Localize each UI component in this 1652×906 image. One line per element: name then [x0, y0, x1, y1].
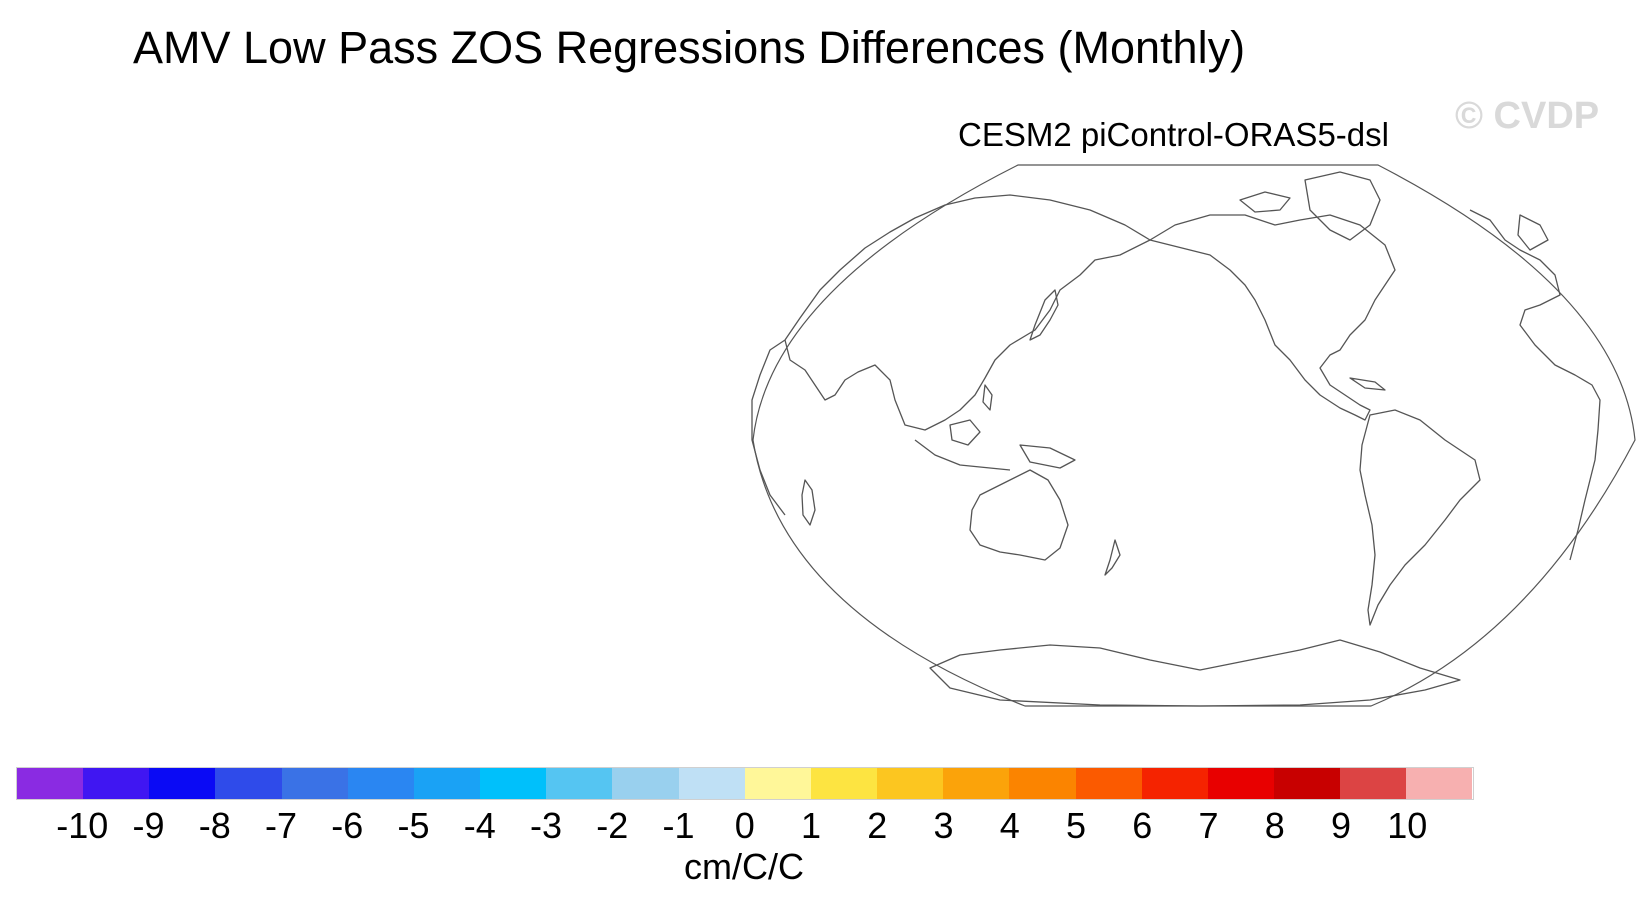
colorbar-box: [281, 768, 348, 799]
coast-eurasia-north: [784, 194, 1151, 341]
colorbar-box: [480, 768, 547, 799]
colorbar-tick-label: -2: [596, 805, 629, 846]
coast-australia: [969, 469, 1069, 561]
coast-scandinavia: [1517, 214, 1549, 251]
colorbar-tick-label: -6: [331, 805, 364, 846]
colorbar-units-label: cm/C/C: [684, 846, 804, 887]
coast-greenland: [1304, 171, 1381, 241]
colorbar-box: [1207, 768, 1274, 799]
colorbar-box: [810, 768, 878, 799]
colorbar-tick-label: 6: [1132, 805, 1153, 846]
coast-sumatra-java: [914, 439, 1011, 471]
coast-philippines: [982, 384, 993, 411]
cvdp-watermark: © CVDP: [1455, 95, 1600, 137]
coast-cuba: [1349, 377, 1386, 391]
colorbar-box: [1075, 768, 1142, 799]
colorbar-tick-label: 7: [1198, 805, 1219, 846]
coast-europe-africa-west: [1469, 209, 1601, 561]
coast-north-america: [1149, 214, 1396, 421]
colorbar-tick-label: -10: [56, 805, 109, 846]
colorbar-tick-label: -7: [264, 805, 298, 846]
colorbar-tick-label: -4: [463, 805, 496, 846]
coast-borneo: [949, 419, 981, 446]
colorbar-tick-label: 9: [1330, 805, 1352, 846]
panel-subtitle: CESM2 piControl-ORAS5-dsl: [958, 116, 1389, 153]
colorbar-box: [744, 768, 811, 799]
colorbar-tick-label: -8: [198, 805, 231, 846]
colorbar-box: [17, 768, 84, 799]
colorbar-box: [1340, 768, 1407, 799]
colorbar-tick-label: 8: [1264, 805, 1285, 846]
coastlines: [751, 171, 1601, 707]
coast-south-america: [1359, 409, 1481, 626]
coast-new-zealand: [1104, 539, 1121, 576]
colorbar-tick-label: 1: [800, 805, 822, 846]
colorbar-box: [1009, 768, 1076, 799]
coast-japan: [1029, 289, 1059, 341]
colorbar-tick-label: 5: [1065, 805, 1087, 846]
colorbar-tick-label: 4: [999, 805, 1020, 846]
colorbar-tick-label: -3: [529, 805, 563, 846]
colorbar-tick-label: 10: [1387, 805, 1428, 846]
colorbar-box: [678, 768, 745, 799]
colorbar-tick-label: -5: [397, 805, 430, 846]
colorbar-box: [215, 768, 282, 799]
colorbar-tick-label: 2: [867, 805, 888, 846]
map-outline: [752, 164, 1636, 707]
colorbar-box: [877, 768, 944, 799]
colorbar-tick-label: -1: [662, 805, 695, 846]
colorbar: [16, 767, 1474, 800]
colorbar-box: [347, 768, 414, 799]
colorbar-box: [546, 768, 613, 799]
coast-madagascar: [801, 479, 816, 526]
colorbar-tick-label: 0: [734, 805, 755, 846]
coast-asia-east: [784, 239, 1151, 431]
coast-arctic-islands: [1239, 191, 1291, 213]
colorbar-box: [1406, 768, 1473, 799]
coast-new-guinea: [1019, 444, 1076, 469]
colorbar-box: [1141, 768, 1208, 799]
colorbar-tick-label: -9: [132, 805, 165, 846]
colorbar-box: [943, 768, 1010, 799]
colorbar-box: [83, 768, 150, 799]
colorbar-box: [413, 768, 481, 799]
coast-antarctica: [929, 639, 1461, 707]
colorbar-tick-label: 3: [933, 805, 954, 846]
colorbar-box: [1273, 768, 1341, 799]
plot-title: AMV Low Pass ZOS Regressions Differences…: [133, 22, 1246, 73]
colorbar-box: [612, 768, 679, 799]
coast-africa-east: [751, 339, 786, 516]
colorbar-box: [149, 768, 216, 799]
